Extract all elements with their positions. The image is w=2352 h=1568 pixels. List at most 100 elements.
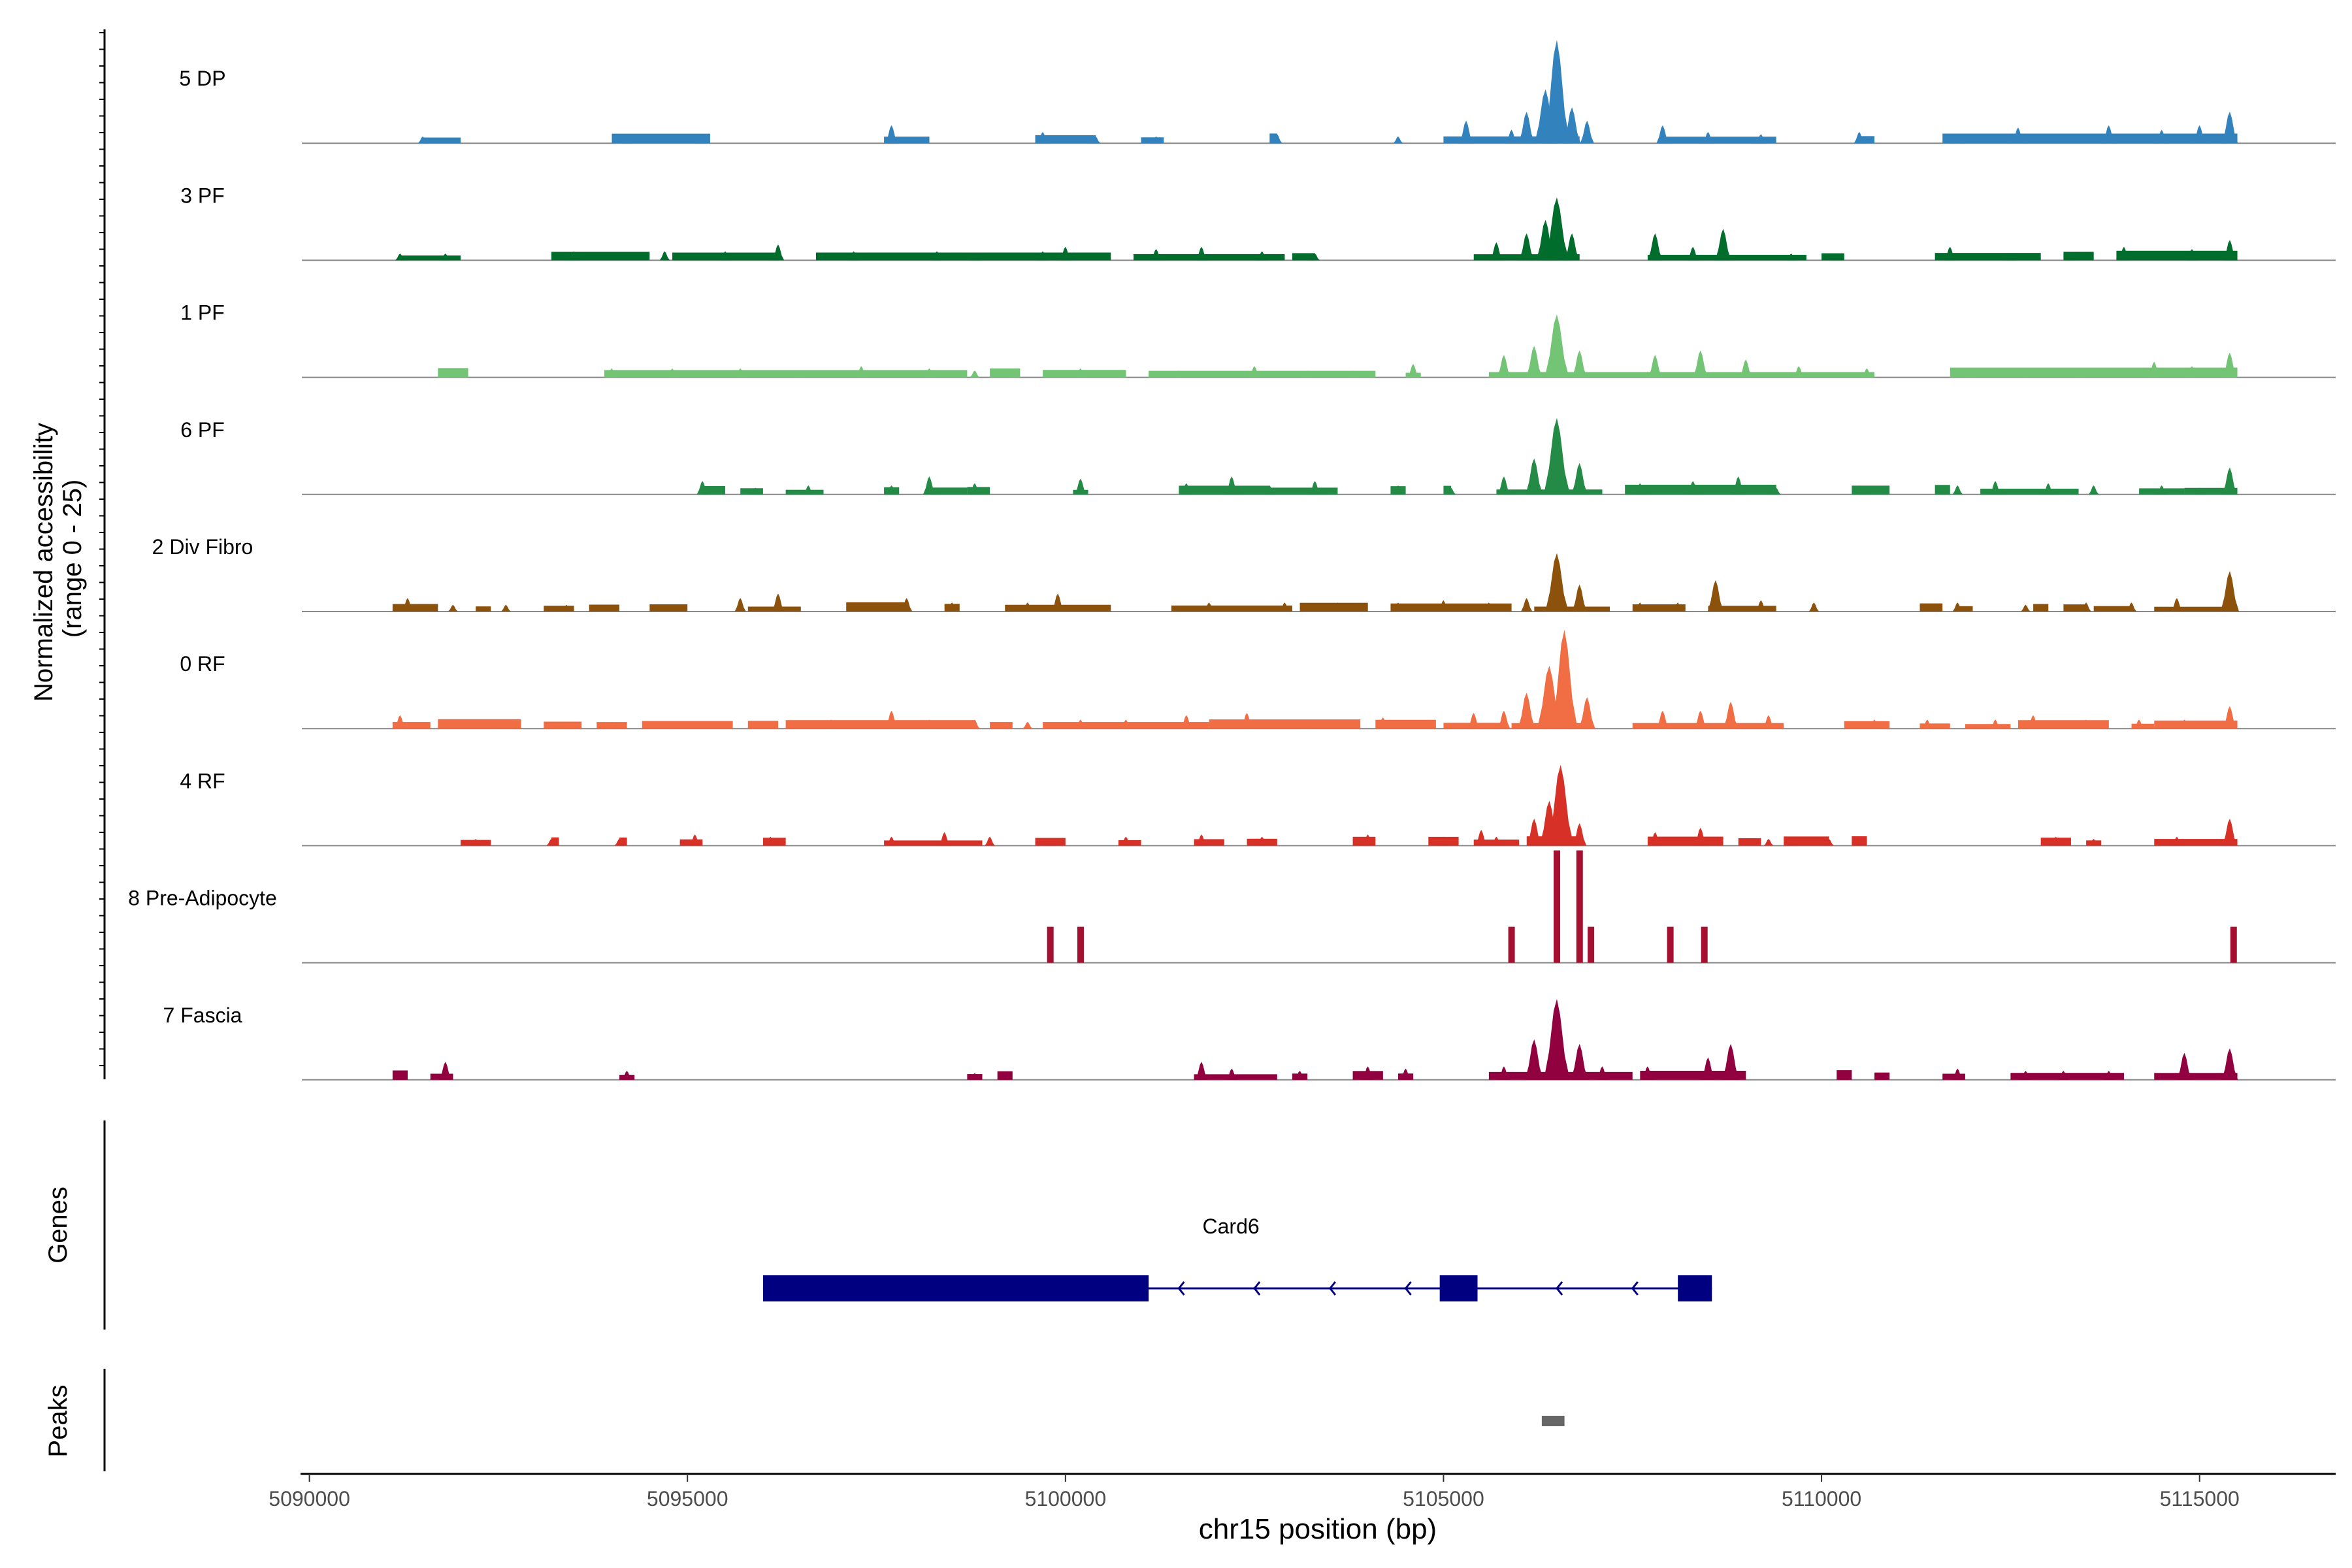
coverage-peak xyxy=(1544,197,1569,261)
coverage-peak xyxy=(1576,850,1583,963)
coverage-block xyxy=(2184,487,2238,495)
coverage-block xyxy=(1149,370,1376,378)
coverage-block xyxy=(544,721,582,729)
coverage-peak xyxy=(1572,584,1588,612)
coverage-peak xyxy=(1715,229,1731,261)
coverage-peak xyxy=(1120,719,1132,729)
coverage-peak xyxy=(1756,600,1767,612)
coverage-block xyxy=(1443,485,1452,495)
coverage-peak xyxy=(1174,370,1184,378)
coverage-block xyxy=(1942,133,2238,144)
coverage-peak xyxy=(885,125,898,144)
coverage-peak xyxy=(1362,1066,1374,1080)
coverage-peak xyxy=(734,598,746,612)
coverage-peak xyxy=(1824,839,1834,846)
coverage-peak xyxy=(856,602,867,612)
coverage-peak xyxy=(1967,368,1978,378)
coverage-peak xyxy=(1521,598,1533,612)
coverage-peak xyxy=(607,604,617,612)
strand-arrow xyxy=(1556,1281,1563,1296)
coverage-peak xyxy=(1075,719,1086,729)
coverage-peak xyxy=(1508,926,1515,963)
coverage-peak xyxy=(1077,926,1084,963)
coverage-peak xyxy=(1861,368,1872,378)
coverage-block xyxy=(1269,133,1277,144)
coverage-peak xyxy=(1075,368,1086,378)
coverage-peak xyxy=(1497,355,1511,378)
coverage-peak xyxy=(1952,1068,1963,1080)
coverage-block xyxy=(1299,602,1368,612)
coverage-peak xyxy=(2221,112,2238,144)
coverage-peak xyxy=(758,721,768,729)
coverage-peak xyxy=(1519,233,1535,261)
coverage-peak xyxy=(440,721,451,729)
coverage-block xyxy=(929,487,968,495)
y-axis-title-line1: Normalized accessibility xyxy=(29,423,58,702)
y-axis-title: Normalized accessibility (range 0 - 25) xyxy=(29,416,87,702)
x-tick-label: 5110000 xyxy=(1782,1487,1861,1511)
coverage-peak xyxy=(1854,839,1865,846)
coverage-peak xyxy=(2012,127,2025,144)
coverage-peak xyxy=(924,719,935,729)
coverage-block xyxy=(2033,604,2049,612)
coverage-peak xyxy=(2179,719,2190,729)
coverage-peak xyxy=(1045,839,1055,846)
coverage-peak xyxy=(886,836,897,846)
coverage-peak xyxy=(1854,132,1865,144)
coverage-peak xyxy=(1256,836,1267,846)
coverage-peak xyxy=(1545,553,1569,612)
coverage-peak xyxy=(2134,719,2144,729)
peak-region xyxy=(1541,1416,1565,1426)
coverage-peak xyxy=(1022,721,1033,729)
coverage-peak xyxy=(1526,458,1543,495)
coverage-peak xyxy=(969,483,981,495)
coverage-block xyxy=(1375,719,1436,729)
coverage-block xyxy=(1625,484,1776,495)
coverage-peak xyxy=(1518,693,1535,729)
coverage-peak xyxy=(1952,485,1963,495)
coverage-peak xyxy=(606,368,617,378)
coverage-block xyxy=(1632,723,1784,729)
coverage-block xyxy=(1919,603,1943,612)
coverage-peak xyxy=(2177,1053,2192,1080)
coverage-peak xyxy=(561,604,572,612)
coverage-block xyxy=(1821,253,1844,261)
strand-arrow xyxy=(1253,1281,1261,1296)
coverage-peak xyxy=(1407,364,1419,378)
coverage-peak xyxy=(2230,926,2237,963)
strand-arrow xyxy=(1328,1281,1337,1296)
coverage-peak xyxy=(1393,485,1403,495)
coverage-peak xyxy=(1572,350,1588,378)
coverage-peak xyxy=(546,839,557,846)
coverage-peak xyxy=(2021,370,2031,378)
coverage-peak xyxy=(2081,719,2091,729)
coverage-peak xyxy=(1438,600,1449,612)
coverage-peak xyxy=(1490,242,1503,261)
coverage-peak xyxy=(395,253,405,261)
coverage-block xyxy=(551,837,559,846)
x-axis-ticks: 5090000 5095000 5100000 5105000 5110000 51150… xyxy=(269,1474,2240,1511)
coverage-peak xyxy=(1497,710,1511,729)
coverage-peak xyxy=(1547,764,1574,846)
coverage-peak xyxy=(2186,249,2198,261)
coverage-peak xyxy=(689,834,700,846)
coverage-block xyxy=(423,137,461,144)
track-label: 8 Pre-Adipocyte xyxy=(128,887,277,910)
coverage-peak xyxy=(1151,249,1162,261)
coverage-peak xyxy=(2043,483,2054,495)
coverage-peak xyxy=(751,487,760,495)
track-5-dp: 5 DP xyxy=(179,40,2336,144)
coverage-peak xyxy=(765,836,776,846)
coverage-block xyxy=(2154,720,2238,729)
coverage-peak xyxy=(1839,1073,1850,1080)
coverage-block xyxy=(1534,606,1610,612)
coverage-peak xyxy=(1854,485,1865,495)
coverage-peak xyxy=(924,368,935,378)
coverage-peak xyxy=(901,598,913,612)
coverage-peak xyxy=(2195,487,2204,495)
coverage-peak xyxy=(1667,926,1674,963)
coverage-peak xyxy=(614,839,625,846)
coverage-peak xyxy=(607,721,617,729)
coverage-peak xyxy=(970,253,980,261)
coverage-peak xyxy=(2223,352,2237,378)
